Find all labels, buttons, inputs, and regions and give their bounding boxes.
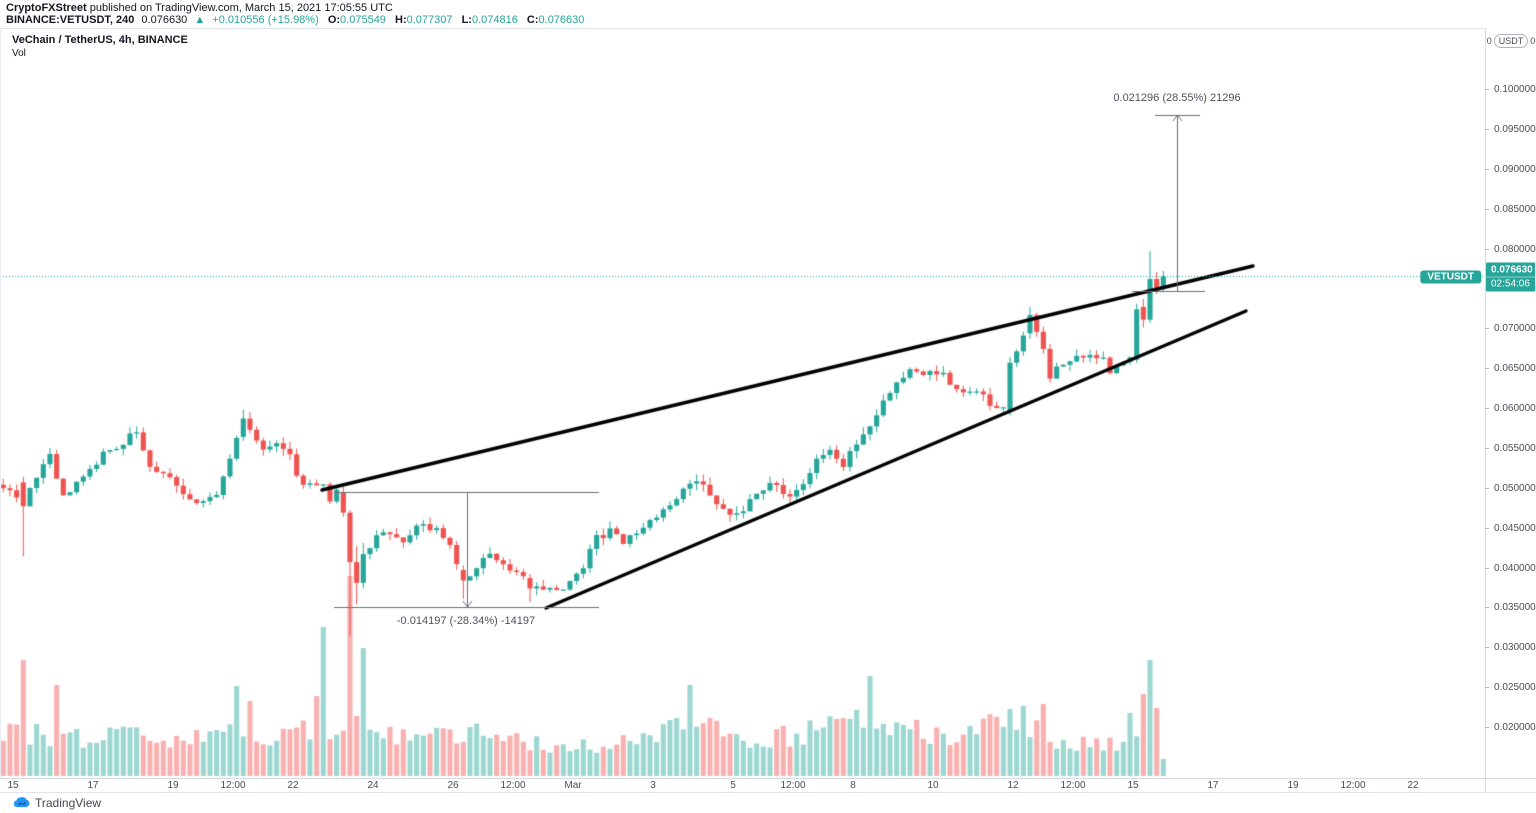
price-tick: 0.025000 <box>1485 682 1536 694</box>
time-tick: 26 <box>447 780 459 791</box>
tradingview-cloud-icon <box>13 797 30 807</box>
byline-text: published on TradingView.com, March 15, … <box>86 2 393 14</box>
down-measure-label: -0.014197 (-28.34%) -14197 <box>396 615 536 627</box>
time-tick: 19 <box>167 780 179 791</box>
last-price-value: 0.076630 <box>1491 264 1533 275</box>
usdt-currency-button[interactable]: USDT <box>1493 34 1529 48</box>
footer-bar: TradingView <box>0 793 1536 813</box>
time-tick: 17 <box>87 780 99 791</box>
price-tick: 0.055000 <box>1485 442 1536 454</box>
price-axis-header: 0 USDT 0 <box>1486 34 1536 48</box>
time-tick: 8 <box>850 780 856 791</box>
time-tick: 19 <box>1287 780 1299 791</box>
time-tick: 3 <box>650 780 656 791</box>
symbol-name: BINANCE:VETUSDT, 240 <box>6 14 135 26</box>
time-tick: 10 <box>927 780 939 791</box>
pane-title: VeChain / TetherUS, 4h, BINANCE <box>12 34 188 46</box>
axis-zero-right: 0 <box>1530 36 1536 46</box>
price-tick: 0.065000 <box>1485 363 1536 375</box>
price-axis-border <box>1485 28 1486 792</box>
symbol-status-line: BINANCE:VETUSDT, 240 0.076630 ▲ +0.01055… <box>6 14 584 26</box>
time-axis-border <box>0 778 1536 779</box>
price-tick: 0.070000 <box>1485 323 1536 335</box>
time-tick: Mar <box>564 780 582 791</box>
time-axis[interactable]: 15 17 19 12:00 22 24 26 12:00 Mar 3 5 12:00 8 10 12 12:… <box>0 779 1485 792</box>
last-price: 0.076630 <box>141 14 188 26</box>
time-tick: 12:00 <box>220 780 246 791</box>
candle-countdown: 02:54:06 <box>1486 276 1535 291</box>
time-tick: 22 <box>1407 780 1419 791</box>
pane-top-border <box>0 28 1536 29</box>
price-axis[interactable]: 0 USDT 0 0.100000 0.095000 0.090000 0.08500… <box>1485 28 1536 778</box>
ohlc-close: C:0.076630 <box>526 14 585 26</box>
time-tick: 15 <box>1127 780 1139 791</box>
price-tick: 0.090000 <box>1485 163 1536 175</box>
time-axis-bottom-border <box>0 792 1536 793</box>
price-tick: 0.080000 <box>1485 243 1536 255</box>
time-tick: 12:00 <box>780 780 806 791</box>
price-tick: 0.045000 <box>1485 522 1536 534</box>
time-tick: 5 <box>730 780 736 791</box>
price-tick: 0.030000 <box>1485 642 1536 654</box>
last-price-axis-label: 0.076630 02:54:06 <box>1486 262 1535 291</box>
ohlc-high: H:0.077307 <box>395 14 453 26</box>
price-tick: 0.100000 <box>1485 84 1536 95</box>
time-tick: 17 <box>1207 780 1219 791</box>
attribution-bar: CryptoFXStreet published on TradingView.… <box>0 0 1536 28</box>
tradingview-logo-text: TradingView <box>35 796 102 810</box>
time-tick: 22 <box>287 780 299 791</box>
price-tick: 0.095000 <box>1485 123 1536 135</box>
time-tick: 24 <box>367 780 379 791</box>
published-byline: CryptoFXStreet published on TradingView.… <box>6 2 393 14</box>
price-tick: 0.035000 <box>1485 602 1536 614</box>
time-tick: 12:00 <box>1060 780 1086 791</box>
time-tick: 12 <box>1007 780 1019 791</box>
last-price-tag: VETUSDT <box>1420 270 1481 283</box>
price-tick: 0.050000 <box>1485 482 1536 494</box>
axis-zero-left: 0 <box>1486 36 1492 46</box>
price-change: +0.010556 (+15.98%) <box>212 14 319 26</box>
time-tick: 12:00 <box>1340 780 1366 791</box>
author-name: CryptoFXStreet <box>6 2 87 14</box>
price-tick: 0.040000 <box>1485 562 1536 574</box>
arrow-up-icon: ▲ <box>194 14 206 26</box>
ohlc-open: O:0.075549 <box>327 14 386 26</box>
time-tick: 12:00 <box>500 780 526 791</box>
price-tick: 0.085000 <box>1485 203 1536 215</box>
time-tick: 15 <box>7 780 19 791</box>
price-tick: 0.020000 <box>1485 722 1536 733</box>
ohlc-low: L:0.074816 <box>461 14 518 26</box>
pane-left-border <box>0 28 1 778</box>
tradingview-logo[interactable]: TradingView <box>13 796 101 810</box>
up-measure-label: 0.021296 (28.55%) 21296 <box>1113 92 1241 104</box>
volume-indicator-label: Vol <box>12 48 26 59</box>
price-tick: 0.060000 <box>1485 403 1536 414</box>
